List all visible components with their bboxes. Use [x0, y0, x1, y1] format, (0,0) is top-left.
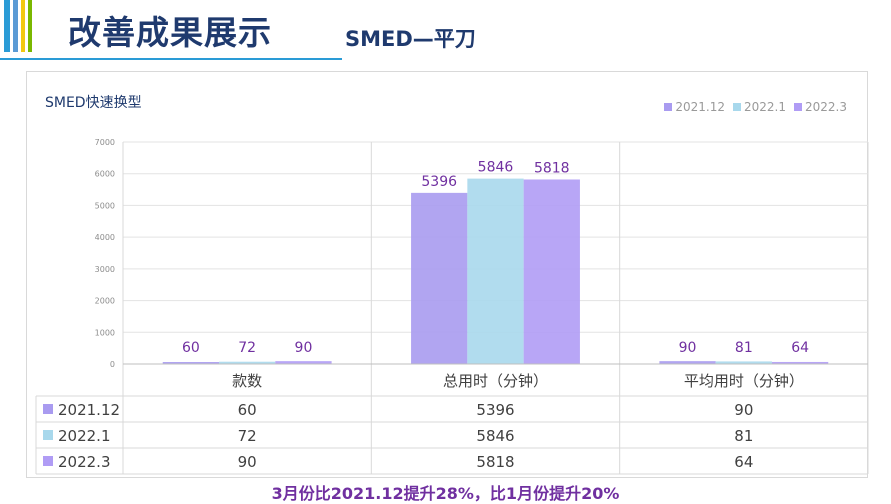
title-accent-bars [0, 0, 40, 52]
table-row-label: 2022.1 [58, 427, 111, 445]
data-label: 5846 [478, 160, 514, 176]
y-tick-label: 7000 [95, 138, 115, 147]
table-row-label: 2022.3 [58, 453, 111, 471]
bar [467, 178, 524, 364]
table-cell: 81 [734, 427, 753, 445]
y-tick-label: 2000 [95, 297, 115, 306]
table-row-label: 2021.12 [58, 401, 120, 419]
legend-item-2021-12: 2021.12 [664, 100, 725, 114]
y-tick-label: 0 [110, 360, 115, 369]
table-legend-swatch [43, 456, 53, 466]
data-label: 64 [791, 340, 809, 356]
chart-legend: 2021.12 2022.1 2022.3 [664, 100, 847, 114]
legend-swatch [794, 103, 802, 111]
x-tick-label: 总用时（分钟） [443, 372, 548, 390]
table-cell: 5396 [476, 401, 514, 419]
table-cell: 5818 [476, 453, 514, 471]
y-tick-label: 6000 [95, 170, 115, 179]
y-tick-label: 5000 [95, 201, 115, 210]
page-title: 改善成果展示 [68, 13, 272, 52]
table-cell: 64 [734, 453, 753, 471]
table-cell: 90 [734, 401, 753, 419]
table-legend-swatch [43, 430, 53, 440]
page-subtitle: SMED—平刀 [345, 27, 476, 51]
legend-label: 2021.12 [675, 100, 725, 114]
data-label: 90 [679, 340, 697, 356]
data-label: 5818 [534, 160, 570, 176]
y-tick-label: 3000 [95, 265, 115, 274]
legend-item-2022-3: 2022.3 [794, 100, 847, 114]
data-label: 90 [295, 340, 313, 356]
bar [162, 362, 220, 364]
table-cell: 5846 [476, 427, 514, 445]
title-underline [0, 58, 342, 60]
table-legend-swatch [43, 404, 53, 414]
table-cell: 72 [238, 427, 257, 445]
x-tick-label: 平均用时（分钟） [684, 372, 804, 390]
legend-swatch [733, 103, 741, 111]
bar [219, 361, 276, 364]
legend-label: 2022.1 [744, 100, 786, 114]
data-label: 81 [735, 340, 753, 356]
data-label: 5396 [421, 174, 457, 190]
y-tick-label: 1000 [95, 328, 115, 337]
x-tick-label: 款数 [232, 372, 262, 390]
bar [275, 361, 332, 364]
bar [659, 361, 716, 364]
table-cell: 90 [238, 453, 257, 471]
data-label: 60 [182, 340, 200, 356]
improvement-note: 3月份比2021.12提升28%，比1月份提升20% [271, 484, 620, 503]
legend-swatch [664, 103, 673, 111]
chart-title: SMED快速换型 [45, 95, 142, 111]
bar [411, 192, 468, 364]
bar [715, 361, 772, 364]
legend-label: 2022.3 [805, 100, 847, 114]
bar [523, 179, 580, 364]
bar [771, 361, 829, 364]
data-label: 72 [238, 340, 256, 356]
legend-item-2022-1: 2022.1 [733, 100, 786, 114]
table-cell: 60 [238, 401, 257, 419]
y-tick-label: 4000 [95, 233, 115, 242]
